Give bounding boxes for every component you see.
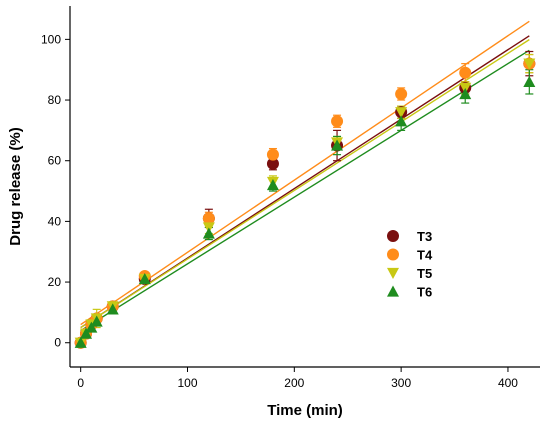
legend-label: T4 (417, 248, 433, 263)
y-tick-label: 20 (48, 275, 62, 289)
data-point-t6 (106, 303, 119, 315)
legend-item-t4: T4 (387, 248, 433, 263)
y-tick-label: 0 (54, 336, 61, 350)
legend-label: T3 (417, 229, 432, 244)
legend-marker (387, 267, 399, 279)
y-tick-label: 60 (48, 154, 62, 168)
data-markers (74, 57, 536, 349)
data-point-t4 (266, 148, 279, 161)
data-point-t6 (90, 315, 103, 327)
data-point-t6 (395, 115, 408, 127)
legend: T3 T4 T5 T6 (387, 229, 433, 300)
data-point-t4 (395, 87, 408, 100)
legend-item-t5: T5 (387, 266, 432, 281)
ticks: 0 100 200 300 400 0 20 40 60 80 100 (41, 32, 518, 390)
x-tick-label: 300 (391, 376, 411, 390)
fit-line-t4 (80, 20, 530, 326)
y-tick-label: 40 (48, 214, 62, 228)
data-point-t6 (85, 321, 98, 333)
legend-item-t3: T3 (387, 229, 432, 244)
legend-marker (387, 230, 399, 242)
x-axis-title: Time (min) (267, 402, 343, 419)
y-tick-label: 80 (48, 93, 62, 107)
y-tick-label: 100 (41, 32, 61, 46)
y-axis-title: Drug release (%) (7, 127, 24, 245)
data-point-t4 (331, 115, 344, 128)
legend-label: T5 (417, 266, 432, 281)
data-point-t5 (523, 58, 536, 70)
data-point-t3 (266, 157, 279, 170)
x-tick-label: 200 (284, 376, 304, 390)
x-tick-label: 0 (77, 376, 84, 390)
data-point-t6 (74, 336, 87, 348)
legend-label: T6 (417, 285, 432, 300)
data-point-t6 (138, 273, 151, 285)
legend-marker (387, 285, 399, 297)
x-tick-label: 400 (498, 376, 518, 390)
data-point-t6 (523, 75, 536, 87)
data-point-t6 (266, 178, 279, 191)
legend-item-t6: T6 (387, 285, 432, 300)
axes (69, 6, 540, 368)
x-tick-label: 100 (177, 376, 197, 390)
fit-line-t6 (80, 49, 530, 332)
data-point-t6 (331, 139, 344, 151)
data-point-t6 (202, 227, 215, 239)
fit-lines (80, 20, 530, 332)
fit-line-t5 (80, 39, 530, 329)
data-point-t4 (202, 212, 215, 225)
legend-marker (387, 248, 399, 261)
data-point-t6 (459, 87, 472, 100)
data-point-t5 (395, 107, 408, 119)
data-point-t4 (459, 66, 472, 79)
data-point-t6 (80, 327, 93, 339)
